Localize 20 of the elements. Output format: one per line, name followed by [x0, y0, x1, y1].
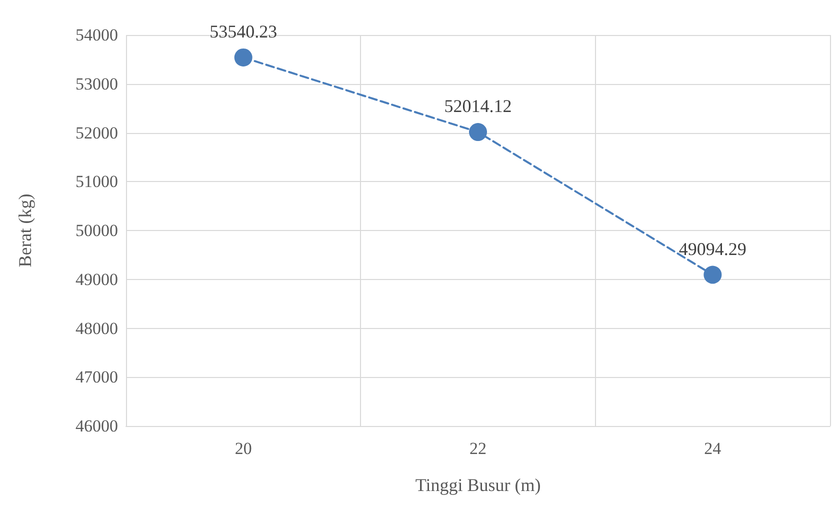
y-tick-label: 50000 — [76, 221, 118, 240]
x-tick-label: 24 — [704, 439, 722, 458]
x-tick-label: 22 — [470, 439, 486, 458]
y-tick-label: 51000 — [76, 172, 118, 192]
x-axis-title: Tinggi Busur (m) — [415, 475, 541, 495]
y-tick-label: 47000 — [76, 368, 118, 387]
x-tick-label: 20 — [234, 439, 252, 458]
y-tick-label: 48000 — [76, 318, 118, 338]
point — [469, 123, 487, 142]
data-label: 49094.29 — [678, 238, 746, 259]
data-label: 52014.12 — [444, 96, 512, 116]
y-tick-label: 54000 — [76, 26, 118, 44]
point — [234, 48, 252, 66]
y-tick-label: 49000 — [76, 270, 118, 289]
data-label: 53540.23 — [210, 21, 278, 42]
y-tick-label: 52000 — [76, 123, 118, 142]
y-tick-label: 53000 — [76, 74, 118, 94]
point — [704, 266, 722, 284]
y-axis-title: Berat (kg) — [15, 194, 35, 268]
y-tick-label: 46000 — [76, 416, 118, 436]
